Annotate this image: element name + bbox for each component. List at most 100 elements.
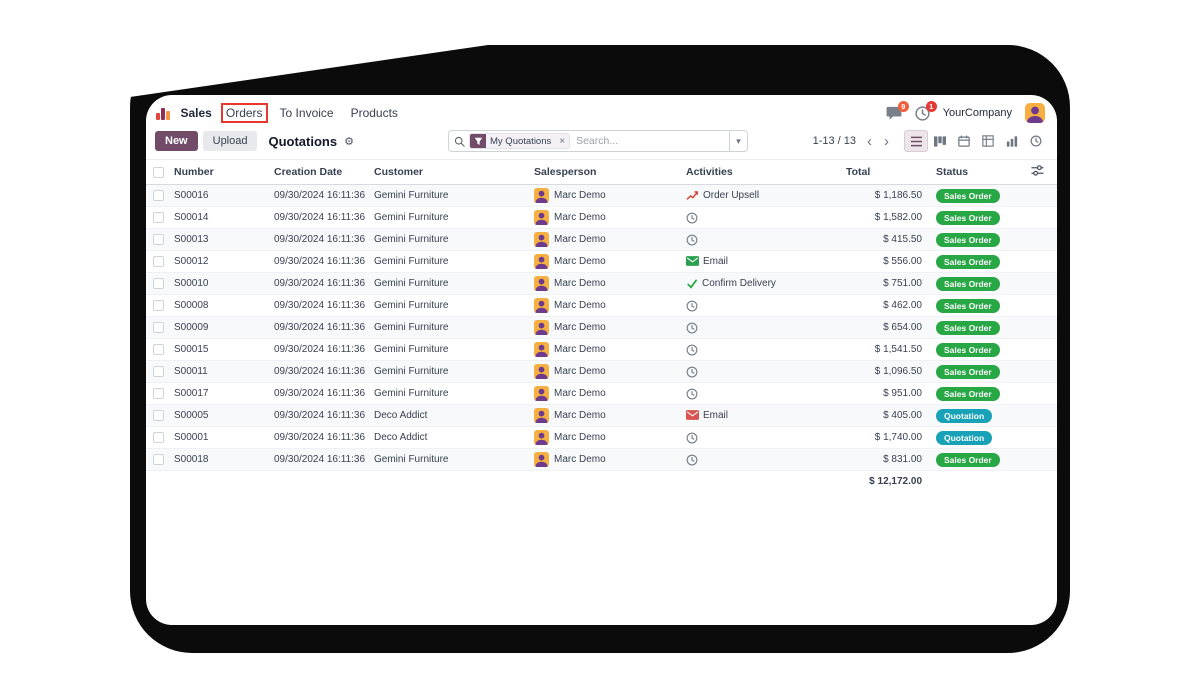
order-number: S00018: [170, 448, 270, 471]
activities-badge: 1: [925, 100, 937, 112]
activities-icon[interactable]: 1: [915, 100, 937, 121]
menubar: Sales Orders To Invoice Products 9 1 You…: [146, 95, 1057, 125]
table-row[interactable]: S00008 09/30/2024 16:11:36 Gemini Furnit…: [146, 294, 1057, 317]
row-checkbox[interactable]: [153, 343, 164, 355]
activity-check-icon[interactable]: [686, 278, 698, 289]
column-header-salesperson[interactable]: Salesperson: [530, 159, 682, 185]
salesperson-name: Marc Demo: [554, 344, 606, 355]
table-row[interactable]: S00013 09/30/2024 16:11:36 Gemini Furnit…: [146, 228, 1057, 251]
salesperson-name: Marc Demo: [554, 366, 606, 377]
table-row[interactable]: S00005 09/30/2024 16:11:36 Deco Addict M…: [146, 404, 1057, 427]
view-activity-button[interactable]: [1024, 130, 1048, 152]
company-switcher[interactable]: YourCompany: [942, 107, 1012, 119]
row-checkbox[interactable]: [153, 431, 164, 443]
table-row[interactable]: S00009 09/30/2024 16:11:36 Gemini Furnit…: [146, 316, 1057, 339]
app-menu-sales[interactable]: Sales: [180, 106, 212, 120]
pager-next-button[interactable]: ›: [879, 134, 894, 149]
column-header-total[interactable]: Total: [842, 159, 932, 185]
order-customer: Gemini Furniture: [370, 250, 530, 273]
salesperson-avatar: [534, 430, 549, 445]
pager-previous-button[interactable]: ‹: [862, 134, 877, 149]
row-checkbox[interactable]: [153, 409, 164, 421]
table-row[interactable]: S00001 09/30/2024 16:11:36 Deco Addict M…: [146, 426, 1057, 449]
activity-clock-icon[interactable]: [686, 388, 698, 400]
row-checkbox[interactable]: [153, 365, 164, 377]
order-total: $ 831.00: [842, 448, 932, 471]
activity-clock-icon[interactable]: [686, 344, 698, 356]
salesperson-name: Marc Demo: [554, 432, 606, 443]
table-row[interactable]: S00012 09/30/2024 16:11:36 Gemini Furnit…: [146, 250, 1057, 273]
status-badge: Quotation: [936, 408, 993, 423]
view-calendar-button[interactable]: [952, 130, 976, 152]
status-badge: Sales Order: [936, 452, 1000, 467]
activity-clock-icon[interactable]: [686, 234, 698, 246]
salesperson-name: Marc Demo: [554, 234, 606, 245]
table-row[interactable]: S00017 09/30/2024 16:11:36 Gemini Furnit…: [146, 382, 1057, 405]
table-row[interactable]: S00018 09/30/2024 16:11:36 Gemini Furnit…: [146, 448, 1057, 471]
activity-label: Confirm Delivery: [702, 277, 776, 289]
order-customer: Gemini Furniture: [370, 228, 530, 251]
column-header-activities[interactable]: Activities: [682, 159, 842, 185]
salesperson-name: Marc Demo: [554, 300, 606, 311]
upload-button[interactable]: Upload: [202, 131, 258, 151]
odoo-apps-icon[interactable]: [156, 107, 170, 120]
table-row[interactable]: S00015 09/30/2024 16:11:36 Gemini Furnit…: [146, 338, 1057, 361]
activity-clock-icon[interactable]: [686, 432, 698, 444]
order-list: S00016 09/30/2024 16:11:36 Gemini Furnit…: [146, 184, 1057, 471]
row-checkbox[interactable]: [153, 387, 164, 399]
user-avatar[interactable]: [1025, 103, 1045, 123]
activity-email-icon[interactable]: [686, 256, 699, 267]
row-checkbox[interactable]: [153, 453, 164, 465]
table-row[interactable]: S00010 09/30/2024 16:11:36 Gemini Furnit…: [146, 272, 1057, 295]
menu-products[interactable]: Products: [350, 106, 398, 120]
search-bar[interactable]: My Quotations × Search... ▾: [448, 130, 748, 152]
menu-orders[interactable]: Orders: [220, 103, 268, 123]
orders-table: Number Creation Date Customer Salesperso…: [146, 159, 1057, 493]
view-list-button[interactable]: [904, 130, 928, 152]
search-dropdown-toggle[interactable]: ▾: [729, 131, 747, 151]
status-badge: Quotation: [936, 430, 993, 445]
activity-clock-icon[interactable]: [686, 212, 698, 224]
table-row[interactable]: S00011 09/30/2024 16:11:36 Gemini Furnit…: [146, 360, 1057, 383]
facet-remove-button[interactable]: ×: [555, 134, 570, 148]
menu-to-invoice[interactable]: To Invoice: [279, 106, 334, 120]
actions-gear-icon[interactable]: ⚙: [344, 135, 354, 148]
select-all-checkbox[interactable]: [153, 166, 164, 178]
row-checkbox[interactable]: [153, 255, 164, 267]
optional-columns-icon[interactable]: [1031, 165, 1044, 176]
activity-clock-icon[interactable]: [686, 322, 698, 334]
activity-email-late-icon[interactable]: [686, 410, 699, 421]
table-row[interactable]: S00014 09/30/2024 16:11:36 Gemini Furnit…: [146, 206, 1057, 229]
row-checkbox[interactable]: [153, 233, 164, 245]
search-icon: [454, 136, 465, 147]
order-customer: Gemini Furniture: [370, 206, 530, 229]
salesperson-name: Marc Demo: [554, 190, 606, 201]
column-header-status[interactable]: Status: [932, 159, 1027, 185]
row-checkbox[interactable]: [153, 277, 164, 289]
activity-clock-icon[interactable]: [686, 366, 698, 378]
column-header-creation-date[interactable]: Creation Date: [270, 159, 370, 185]
row-checkbox[interactable]: [153, 321, 164, 333]
new-button[interactable]: New: [155, 131, 198, 151]
column-header-number[interactable]: Number: [170, 159, 270, 185]
order-total: $ 1,186.50: [842, 184, 932, 207]
activity-upsell-icon[interactable]: [686, 190, 699, 201]
table-row[interactable]: S00016 09/30/2024 16:11:36 Gemini Furnit…: [146, 184, 1057, 207]
row-checkbox[interactable]: [153, 189, 164, 201]
filter-facet[interactable]: My Quotations ×: [469, 133, 571, 149]
order-number: S00009: [170, 316, 270, 339]
order-number: S00011: [170, 360, 270, 383]
messages-icon[interactable]: 9: [886, 101, 909, 120]
view-kanban-button[interactable]: [928, 130, 952, 152]
view-pivot-button[interactable]: [976, 130, 1000, 152]
activity-clock-icon[interactable]: [686, 300, 698, 312]
view-graph-button[interactable]: [1000, 130, 1024, 152]
row-checkbox[interactable]: [153, 211, 164, 223]
activity-clock-icon[interactable]: [686, 454, 698, 466]
salesperson-name: Marc Demo: [554, 212, 606, 223]
column-header-customer[interactable]: Customer: [370, 159, 530, 185]
order-total: $ 654.00: [842, 316, 932, 339]
row-checkbox[interactable]: [153, 299, 164, 311]
salesperson-avatar: [534, 276, 549, 291]
